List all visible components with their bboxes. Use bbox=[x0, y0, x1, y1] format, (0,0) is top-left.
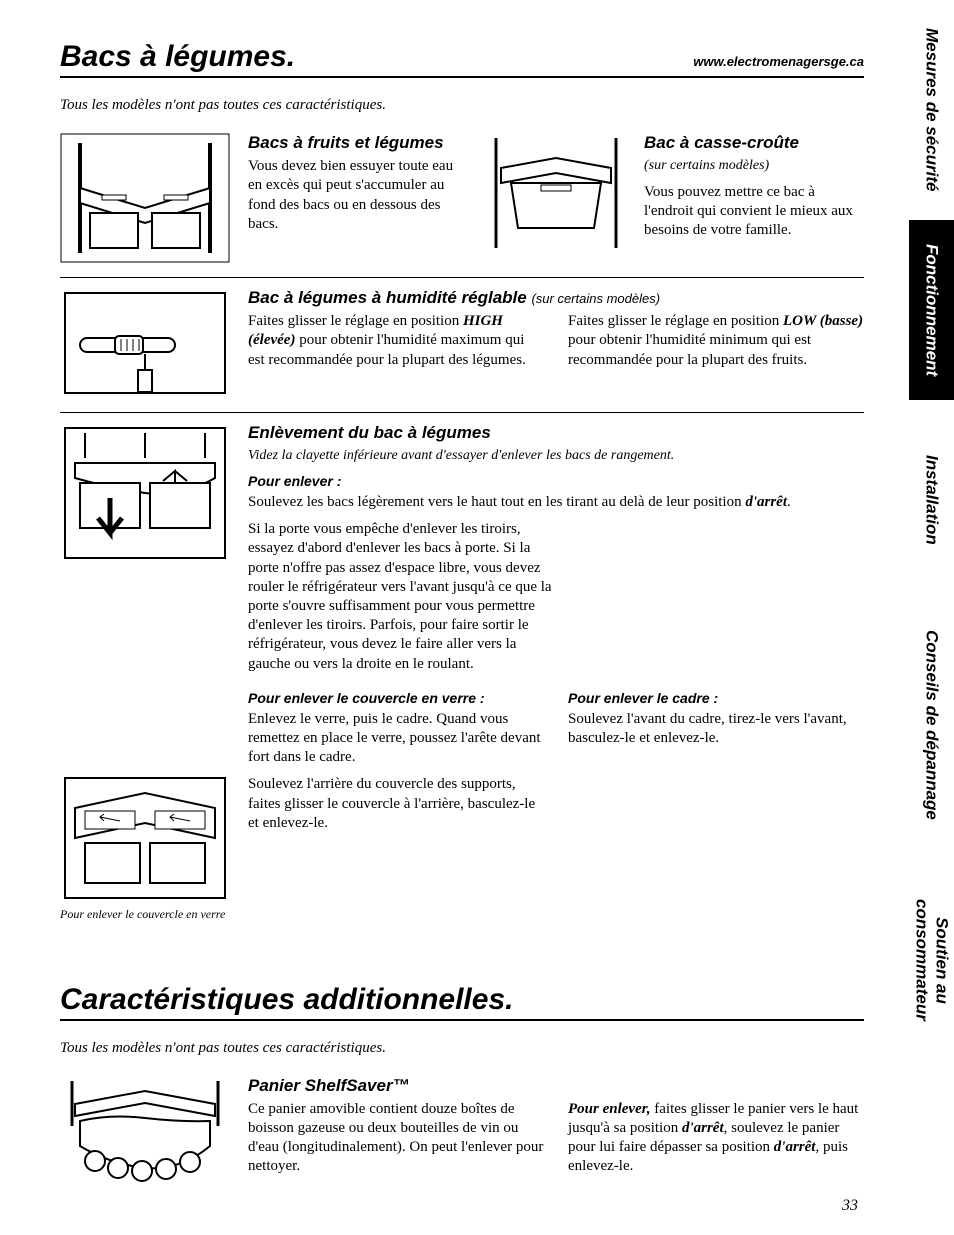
page-title-2: Caractéristiques additionnelles. bbox=[60, 983, 513, 1017]
text-enlevement-2: Si la porte vous empêche d'enlever les t… bbox=[248, 520, 558, 674]
page-number: 33 bbox=[842, 1197, 858, 1215]
page-header-2: Caractéristiques additionnelles. bbox=[60, 959, 864, 1021]
section-enlevement: Pour enlever le couvercle en verre Enlèv… bbox=[60, 412, 864, 930]
page-title: Bacs à légumes. bbox=[60, 40, 295, 74]
text-shelfsaver-right: Pour enlever, faites glisser le panier v… bbox=[568, 1100, 864, 1177]
page-subtitle: Tous les modèles n'ont pas toutes ces ca… bbox=[60, 96, 864, 115]
section-shelfsaver: Panier ShelfSaver™ Ce panier amovible co… bbox=[60, 1076, 864, 1186]
subheading-cadre: Pour enlever le cadre : bbox=[568, 690, 864, 706]
page-subtitle-2: Tous les modèles n'ont pas toutes ces ca… bbox=[60, 1039, 864, 1058]
caption-couvercle: Pour enlever le couvercle en verre bbox=[60, 907, 230, 922]
note-enlevement: Videz la clayette inférieure avant d'ess… bbox=[248, 447, 864, 465]
text-cadre: Soulevez l'avant du cadre, tirez-le vers… bbox=[568, 710, 864, 748]
diagram-enlevement-1 bbox=[60, 423, 230, 563]
text-couvercle-1: Enlevez le verre, puis le cadre. Quand v… bbox=[248, 710, 544, 768]
diagram-humidite bbox=[60, 288, 230, 398]
heading-shelfsaver: Panier ShelfSaver™ bbox=[248, 1076, 864, 1096]
section-bacs-fruits: Bacs à fruits et légumes Vous devez bien… bbox=[60, 133, 864, 263]
subheading-pour-enlever: Pour enlever : bbox=[248, 473, 864, 489]
page-url: www.electromenagersge.ca bbox=[693, 54, 864, 69]
diagram-enlevement-2: Pour enlever le couvercle en verre bbox=[60, 773, 230, 922]
diagram-casse-croute bbox=[486, 133, 626, 263]
text-humidite-low: Faites glisser le réglage en position LO… bbox=[568, 312, 864, 370]
heading-casse-croute: Bac à casse-croûte bbox=[644, 133, 864, 153]
text-shelfsaver-left: Ce panier amovible contient douze boîtes… bbox=[248, 1100, 544, 1177]
text-couvercle-2: Soulevez l'arrière du couvercle des supp… bbox=[248, 775, 544, 833]
page-header: Bacs à légumes. www.electromenagersge.ca bbox=[60, 40, 864, 78]
heading-humidite: Bac à légumes à humidité réglable (sur c… bbox=[248, 288, 864, 308]
text-enlevement-1: Soulevez les bacs légèrement vers le hau… bbox=[248, 493, 864, 512]
page-body: Bacs à légumes. www.electromenagersge.ca… bbox=[0, 0, 954, 1235]
text-bacs-fruits: Vous devez bien essuyer toute eau en exc… bbox=[248, 157, 468, 234]
diagram-bacs-fruits bbox=[60, 133, 230, 263]
text-humidite-high: Faites glisser le réglage en position HI… bbox=[248, 312, 544, 370]
section-humidite: Bac à légumes à humidité réglable (sur c… bbox=[60, 277, 864, 398]
heading-bacs-fruits: Bacs à fruits et légumes bbox=[248, 133, 468, 153]
heading-enlevement: Enlèvement du bac à légumes bbox=[248, 423, 864, 443]
text-casse-croute: Vous pouvez mettre ce bac à l'endroit qu… bbox=[644, 183, 864, 241]
note-casse-croute: (sur certains modèles) bbox=[644, 157, 864, 175]
diagram-shelfsaver bbox=[60, 1076, 230, 1186]
subheading-couvercle: Pour enlever le couvercle en verre : bbox=[248, 690, 544, 706]
